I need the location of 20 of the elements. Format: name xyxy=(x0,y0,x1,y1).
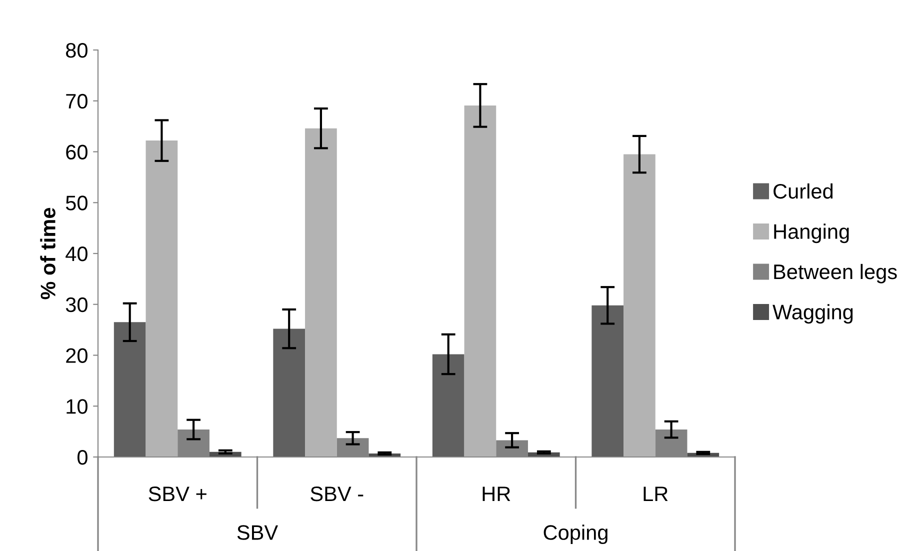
x-tick-label: SBV + xyxy=(148,486,206,502)
legend-label: Curled xyxy=(774,183,833,199)
y-tick-label: 20 xyxy=(66,348,88,364)
y-tick-label: 70 xyxy=(66,94,88,109)
y-tick-label: 60 xyxy=(66,144,88,160)
legend-label: Wagging xyxy=(772,304,853,324)
legend-label: Hanging xyxy=(774,224,849,244)
x-tick-label: SBV - xyxy=(310,486,364,502)
x-tick-label: LR xyxy=(644,486,668,502)
y-tick-label: 40 xyxy=(66,246,88,262)
y-tick-label: 30 xyxy=(66,297,88,312)
x-tick-label: HR xyxy=(482,486,510,502)
y-tick-label: 10 xyxy=(66,399,88,414)
text: SBV xyxy=(237,525,278,540)
text: Coping xyxy=(544,524,608,544)
y-tick-label: 80 xyxy=(66,43,88,58)
y-axis-title: % of time xyxy=(40,208,56,300)
y-tick-label: 0 xyxy=(78,450,88,465)
y-tick-label: 50 xyxy=(66,196,88,210)
legend-label: Between legs xyxy=(774,264,897,284)
